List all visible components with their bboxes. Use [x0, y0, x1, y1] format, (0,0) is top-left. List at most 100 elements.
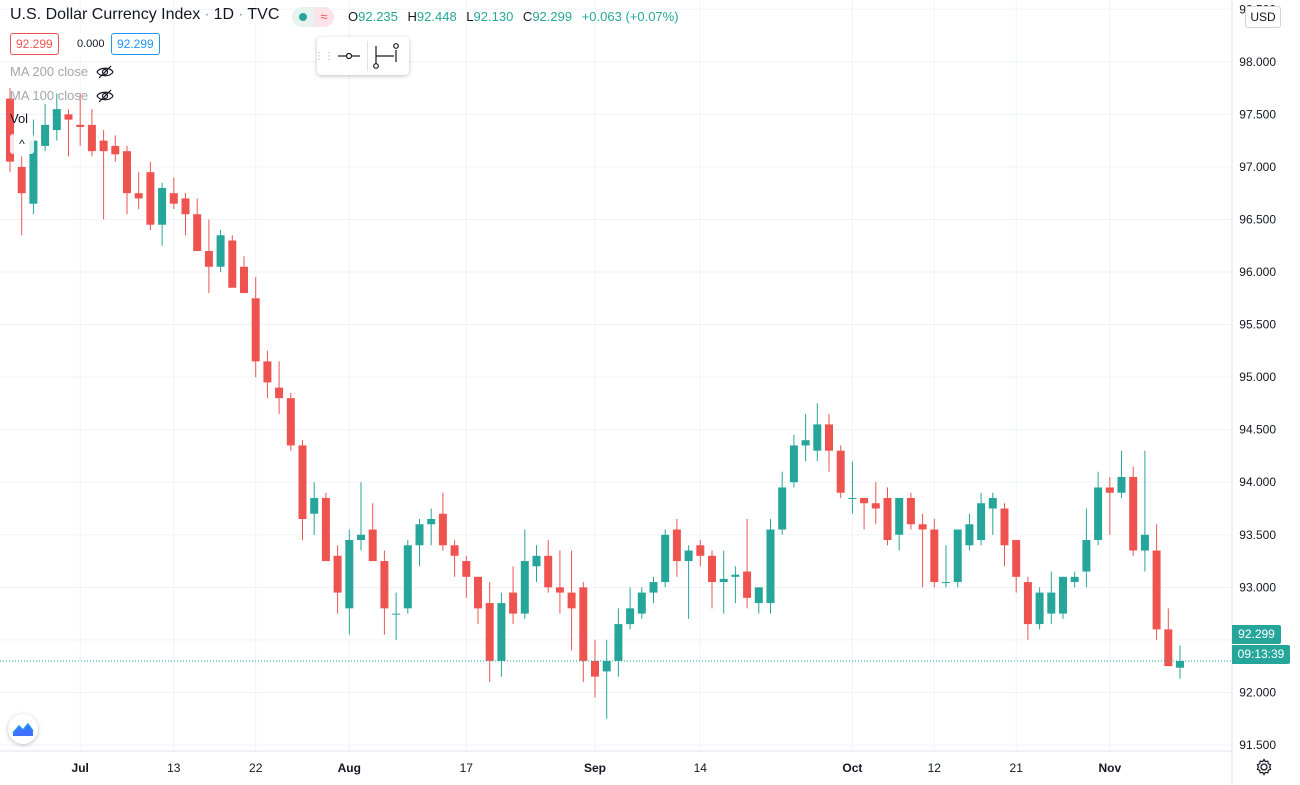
candle-body: [1059, 576, 1067, 614]
candle-body: [111, 145, 120, 155]
candle-up: [1047, 571, 1056, 625]
drag-handle-icon[interactable]: ⋮⋮: [314, 50, 334, 62]
candle-up: [965, 513, 974, 551]
candle-body: [6, 98, 14, 162]
candle-body: [1047, 592, 1056, 614]
candle-body: [661, 534, 670, 583]
candle-up: [1094, 471, 1103, 546]
candle-down: [825, 413, 833, 472]
candle-body: [392, 613, 401, 615]
candle-down: [123, 145, 131, 215]
price-tick-label: 93.500: [1239, 528, 1276, 542]
change-value: +0.063 (+0.07%): [581, 9, 679, 24]
candle-body: [637, 592, 646, 614]
candle-down: [860, 497, 869, 530]
candle-up: [392, 592, 401, 640]
candle-up: [1035, 587, 1044, 630]
symbol-legend[interactable]: U.S. Dollar Currency Index · 1D · TVC: [10, 6, 280, 23]
candle-down: [708, 550, 716, 609]
candle-down: [1012, 540, 1021, 593]
candle-body: [64, 114, 73, 120]
volume-indicator-label[interactable]: Vol: [10, 111, 29, 126]
candle-body: [357, 534, 365, 541]
candle-up: [766, 519, 775, 614]
tradingview-logo-icon[interactable]: [8, 714, 38, 744]
close-value: 92.299: [532, 9, 573, 24]
market-open-icon: [292, 7, 314, 27]
candle-body: [754, 587, 763, 604]
line-tool-icon: [338, 52, 360, 60]
candle-body: [193, 214, 202, 251]
candle-body: [708, 555, 716, 583]
eye-off-icon[interactable]: [96, 89, 114, 103]
candle-body: [918, 524, 927, 530]
candle-body: [368, 529, 377, 562]
candle-body: [591, 660, 599, 677]
candle-up: [649, 576, 658, 604]
candle-down: [275, 361, 284, 414]
candle-up: [1082, 508, 1091, 588]
candle-up: [1059, 576, 1067, 619]
candle-down: [240, 256, 248, 294]
buy-price-chip[interactable]: 92.299: [111, 33, 160, 55]
candle-up: [415, 519, 424, 567]
market-status[interactable]: ≈: [292, 7, 334, 27]
candle-body: [1023, 582, 1032, 625]
time-tick-label: 22: [249, 761, 263, 775]
candle-up: [427, 508, 436, 546]
candle-up: [813, 403, 822, 462]
candle-down: [111, 135, 120, 162]
indicator-ma200[interactable]: MA 200 close: [10, 64, 114, 79]
candle-body: [778, 487, 787, 530]
candle-up: [52, 93, 61, 141]
indicator-ma100[interactable]: MA 100 close: [10, 88, 114, 103]
candle-down: [181, 193, 190, 236]
time-axis[interactable]: Jul 13 22 Aug 17 Sep 14 Oct 12 21 Nov: [72, 761, 1122, 775]
candle-down: [438, 492, 447, 551]
sell-price-chip[interactable]: 92.299: [10, 33, 59, 55]
time-tick-label: 13: [167, 761, 181, 775]
delayed-data-icon: ≈: [314, 7, 334, 27]
candle-body: [579, 587, 588, 661]
candle-body: [836, 450, 845, 493]
candle-body: [883, 497, 892, 541]
candle-body: [415, 524, 424, 546]
price-tick-label: 97.500: [1239, 107, 1276, 121]
candle-up: [1140, 450, 1149, 572]
candle-down: [544, 540, 553, 593]
candle-up: [403, 540, 412, 614]
eye-off-icon[interactable]: [96, 65, 114, 79]
collapse-chevron-icon[interactable]: ^: [10, 134, 34, 154]
high-label: H: [407, 9, 417, 24]
open-label: O: [348, 9, 359, 24]
candle-up: [778, 471, 787, 535]
candle-down: [485, 582, 494, 682]
candle-body: [1012, 540, 1021, 577]
candle-body: [298, 445, 307, 520]
candle-down: [567, 550, 576, 651]
candle-body: [1082, 540, 1091, 572]
candle-down: [1164, 608, 1173, 667]
candle-up: [895, 497, 904, 551]
candle-body: [555, 587, 564, 593]
candle-body: [169, 193, 178, 204]
line-tool-button[interactable]: [331, 37, 367, 75]
candle-body: [497, 603, 506, 661]
candle-down: [883, 487, 892, 546]
candle-down: [836, 445, 845, 498]
currency-button[interactable]: USD: [1245, 6, 1281, 28]
exchange-label: TVC: [247, 6, 280, 23]
range-tool-button[interactable]: [368, 37, 404, 75]
candle-body: [76, 124, 85, 127]
candle-body: [871, 503, 880, 509]
candle-up: [520, 529, 529, 619]
candle-body: [509, 592, 518, 614]
candle-body: [626, 608, 635, 625]
candle-up: [801, 413, 810, 462]
candle-body: [228, 240, 237, 288]
candle-down: [509, 566, 518, 625]
settings-gear-icon[interactable]: [1254, 757, 1274, 777]
candle-down: [871, 482, 880, 525]
candle-body: [181, 198, 190, 215]
